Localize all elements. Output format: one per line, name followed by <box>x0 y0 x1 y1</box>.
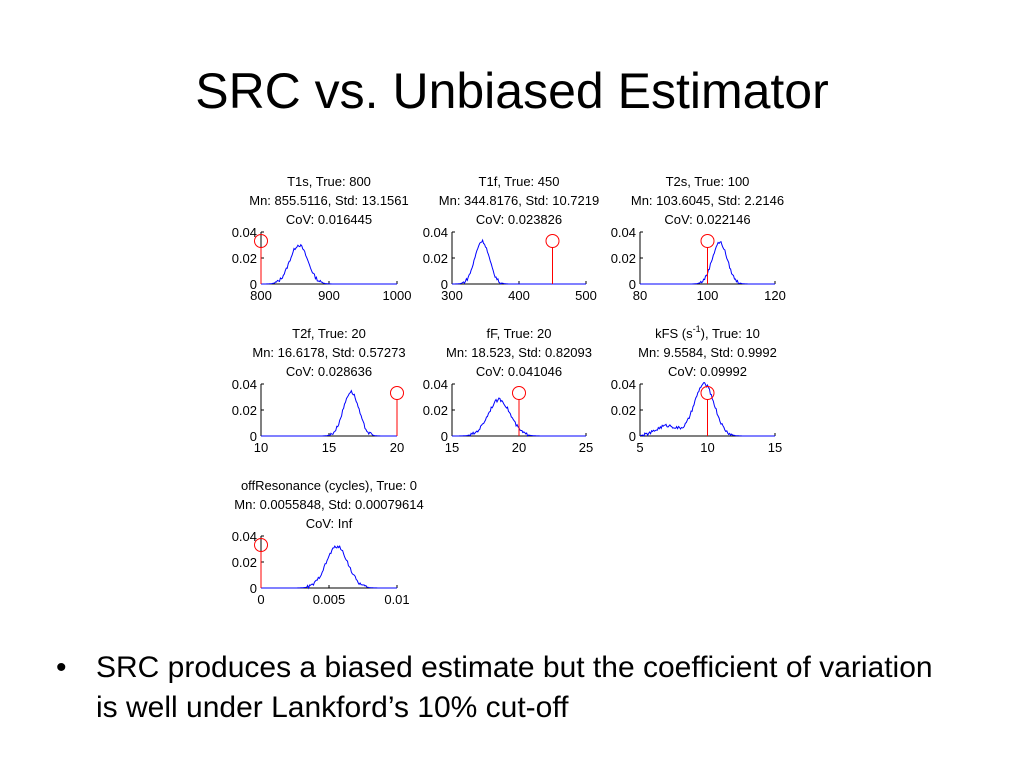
x-tick-label: 25 <box>579 440 593 455</box>
panel-title-line-3: CoV: 0.09992 <box>668 364 747 379</box>
y-tick-label: 0.04 <box>232 377 257 392</box>
y-tick-label: 0.04 <box>611 225 636 240</box>
true-value-marker <box>254 538 268 552</box>
panel-title-line-3: CoV: 0.023826 <box>476 212 562 227</box>
x-tick-label: 1000 <box>383 288 412 303</box>
panel-title-line-1: offResonance (cycles), True: 0 <box>241 478 417 493</box>
histogram-curve <box>261 544 397 590</box>
x-tick-label: 15 <box>322 440 336 455</box>
histogram-panel-2: T1f, True: 450 Mn: 344.8176, Std: 10.7219… <box>423 174 600 303</box>
panel-title-line-2: Mn: 855.5116, Std: 13.1561 <box>249 193 409 208</box>
x-tick-label: 300 <box>441 288 463 303</box>
x-tick-label: 5 <box>636 440 643 455</box>
x-tick-label: 120 <box>764 288 786 303</box>
x-tick-label: 900 <box>318 288 340 303</box>
histogram-curve <box>639 382 775 437</box>
panel-title-line-2: Mn: 103.6045, Std: 2.2146 <box>631 193 784 208</box>
histogram-panel-5: fF, True: 20 Mn: 18.523, Std: 0.82093 CoV:… <box>423 326 594 455</box>
y-tick-label: 0 <box>250 429 257 444</box>
x-tick-label: 800 <box>250 288 272 303</box>
panel-title-line-3: CoV: 0.016445 <box>286 212 372 227</box>
y-tick-label: 0.02 <box>232 251 257 266</box>
y-tick-label: 0.04 <box>423 225 448 240</box>
panel-title-line-3: CoV: 0.028636 <box>286 364 372 379</box>
histogram-panel-1: T1s, True: 800 Mn: 855.5116, Std: 13.1561… <box>232 174 412 303</box>
x-tick-label: 400 <box>508 288 530 303</box>
panel-title-line-1: kFS (s-1), True: 10 <box>655 324 760 341</box>
panel-title-line-2: Mn: 9.5584, Std: 0.9992 <box>638 345 777 360</box>
title-text: kFS (s <box>655 326 693 341</box>
panel-title-line-1: T2f, True: 20 <box>292 326 366 341</box>
panel-title-line-1: T1s, True: 800 <box>287 174 371 189</box>
x-tick-label: 15 <box>768 440 782 455</box>
x-tick-label: 0 <box>257 592 264 607</box>
true-value-marker <box>700 386 715 400</box>
x-tick-label: 500 <box>575 288 597 303</box>
x-tick-label: 0.01 <box>384 592 409 607</box>
histogram-panel-6: kFS (s-1), True: 10 Mn: 9.5584, Std: 0.99… <box>611 324 783 455</box>
y-tick-label: 0.04 <box>423 377 448 392</box>
y-tick-label: 0 <box>629 429 636 444</box>
x-tick-label: 100 <box>697 288 719 303</box>
panel-title-line-1: T2s, True: 100 <box>666 174 750 189</box>
panel-title-line-2: Mn: 0.0055848, Std: 0.00079614 <box>234 497 423 512</box>
y-tick-label: 0 <box>629 277 636 292</box>
histogram-panel-3: T2s, True: 100 Mn: 103.6045, Std: 2.2146 C… <box>611 174 786 303</box>
histogram-panel-7: offResonance (cycles), True: 0 Mn: 0.0055… <box>232 478 424 607</box>
true-value-marker <box>545 234 560 248</box>
panel-title-line-3: CoV: 0.041046 <box>476 364 562 379</box>
y-tick-label: 0 <box>250 581 257 596</box>
y-tick-label: 0.02 <box>611 251 636 266</box>
true-value-marker <box>512 386 526 400</box>
y-tick-label: 0 <box>441 429 448 444</box>
y-tick-label: 0 <box>250 277 257 292</box>
y-tick-label: 0 <box>441 277 448 292</box>
y-tick-label: 0.02 <box>232 555 257 570</box>
x-tick-label: 10 <box>254 440 268 455</box>
y-tick-label: 0.02 <box>423 403 448 418</box>
x-tick-label: 15 <box>445 440 459 455</box>
bullet-text: SRC produces a biased estimate but the c… <box>96 651 933 724</box>
panel-title-line-3: CoV: Inf <box>306 516 353 531</box>
panel-title-line-3: CoV: 0.022146 <box>664 212 750 227</box>
y-tick-label: 0.04 <box>232 529 257 544</box>
x-tick-label: 10 <box>700 440 714 455</box>
bullet-marker: • <box>56 651 67 684</box>
panel-title-line-2: Mn: 344.8176, Std: 10.7219 <box>439 193 599 208</box>
bullet-list: • SRC produces a biased estimate but the… <box>56 648 956 728</box>
x-tick-label: 20 <box>512 440 526 455</box>
histogram-panel-4: T2f, True: 20 Mn: 16.6178, Std: 0.57273 Co… <box>232 326 406 455</box>
panel-title-line-2: Mn: 18.523, Std: 0.82093 <box>446 345 592 360</box>
histogram-curve <box>261 389 397 437</box>
x-tick-label: 20 <box>390 440 404 455</box>
title-text: ), True: 10 <box>701 326 760 341</box>
y-tick-label: 0.02 <box>423 251 448 266</box>
y-tick-label: 0.02 <box>232 403 257 418</box>
panel-title-line-2: Mn: 16.6178, Std: 0.57273 <box>252 345 405 360</box>
true-value-marker <box>700 234 715 248</box>
panel-title-line-1: T1f, True: 450 <box>479 174 560 189</box>
x-tick-label: 0.005 <box>313 592 346 607</box>
true-value-marker <box>254 234 268 248</box>
histogram-curve <box>261 243 397 285</box>
panel-title-line-1: fF, True: 20 <box>486 326 551 341</box>
x-tick-label: 80 <box>633 288 647 303</box>
y-tick-label: 0.04 <box>611 377 636 392</box>
histogram-curve <box>452 238 586 285</box>
y-tick-label: 0.04 <box>232 225 257 240</box>
title-superscript: -1 <box>693 324 701 334</box>
true-value-marker <box>390 386 404 400</box>
slide-title: SRC vs. Unbiased Estimator <box>195 63 829 119</box>
y-tick-label: 0.02 <box>611 403 636 418</box>
